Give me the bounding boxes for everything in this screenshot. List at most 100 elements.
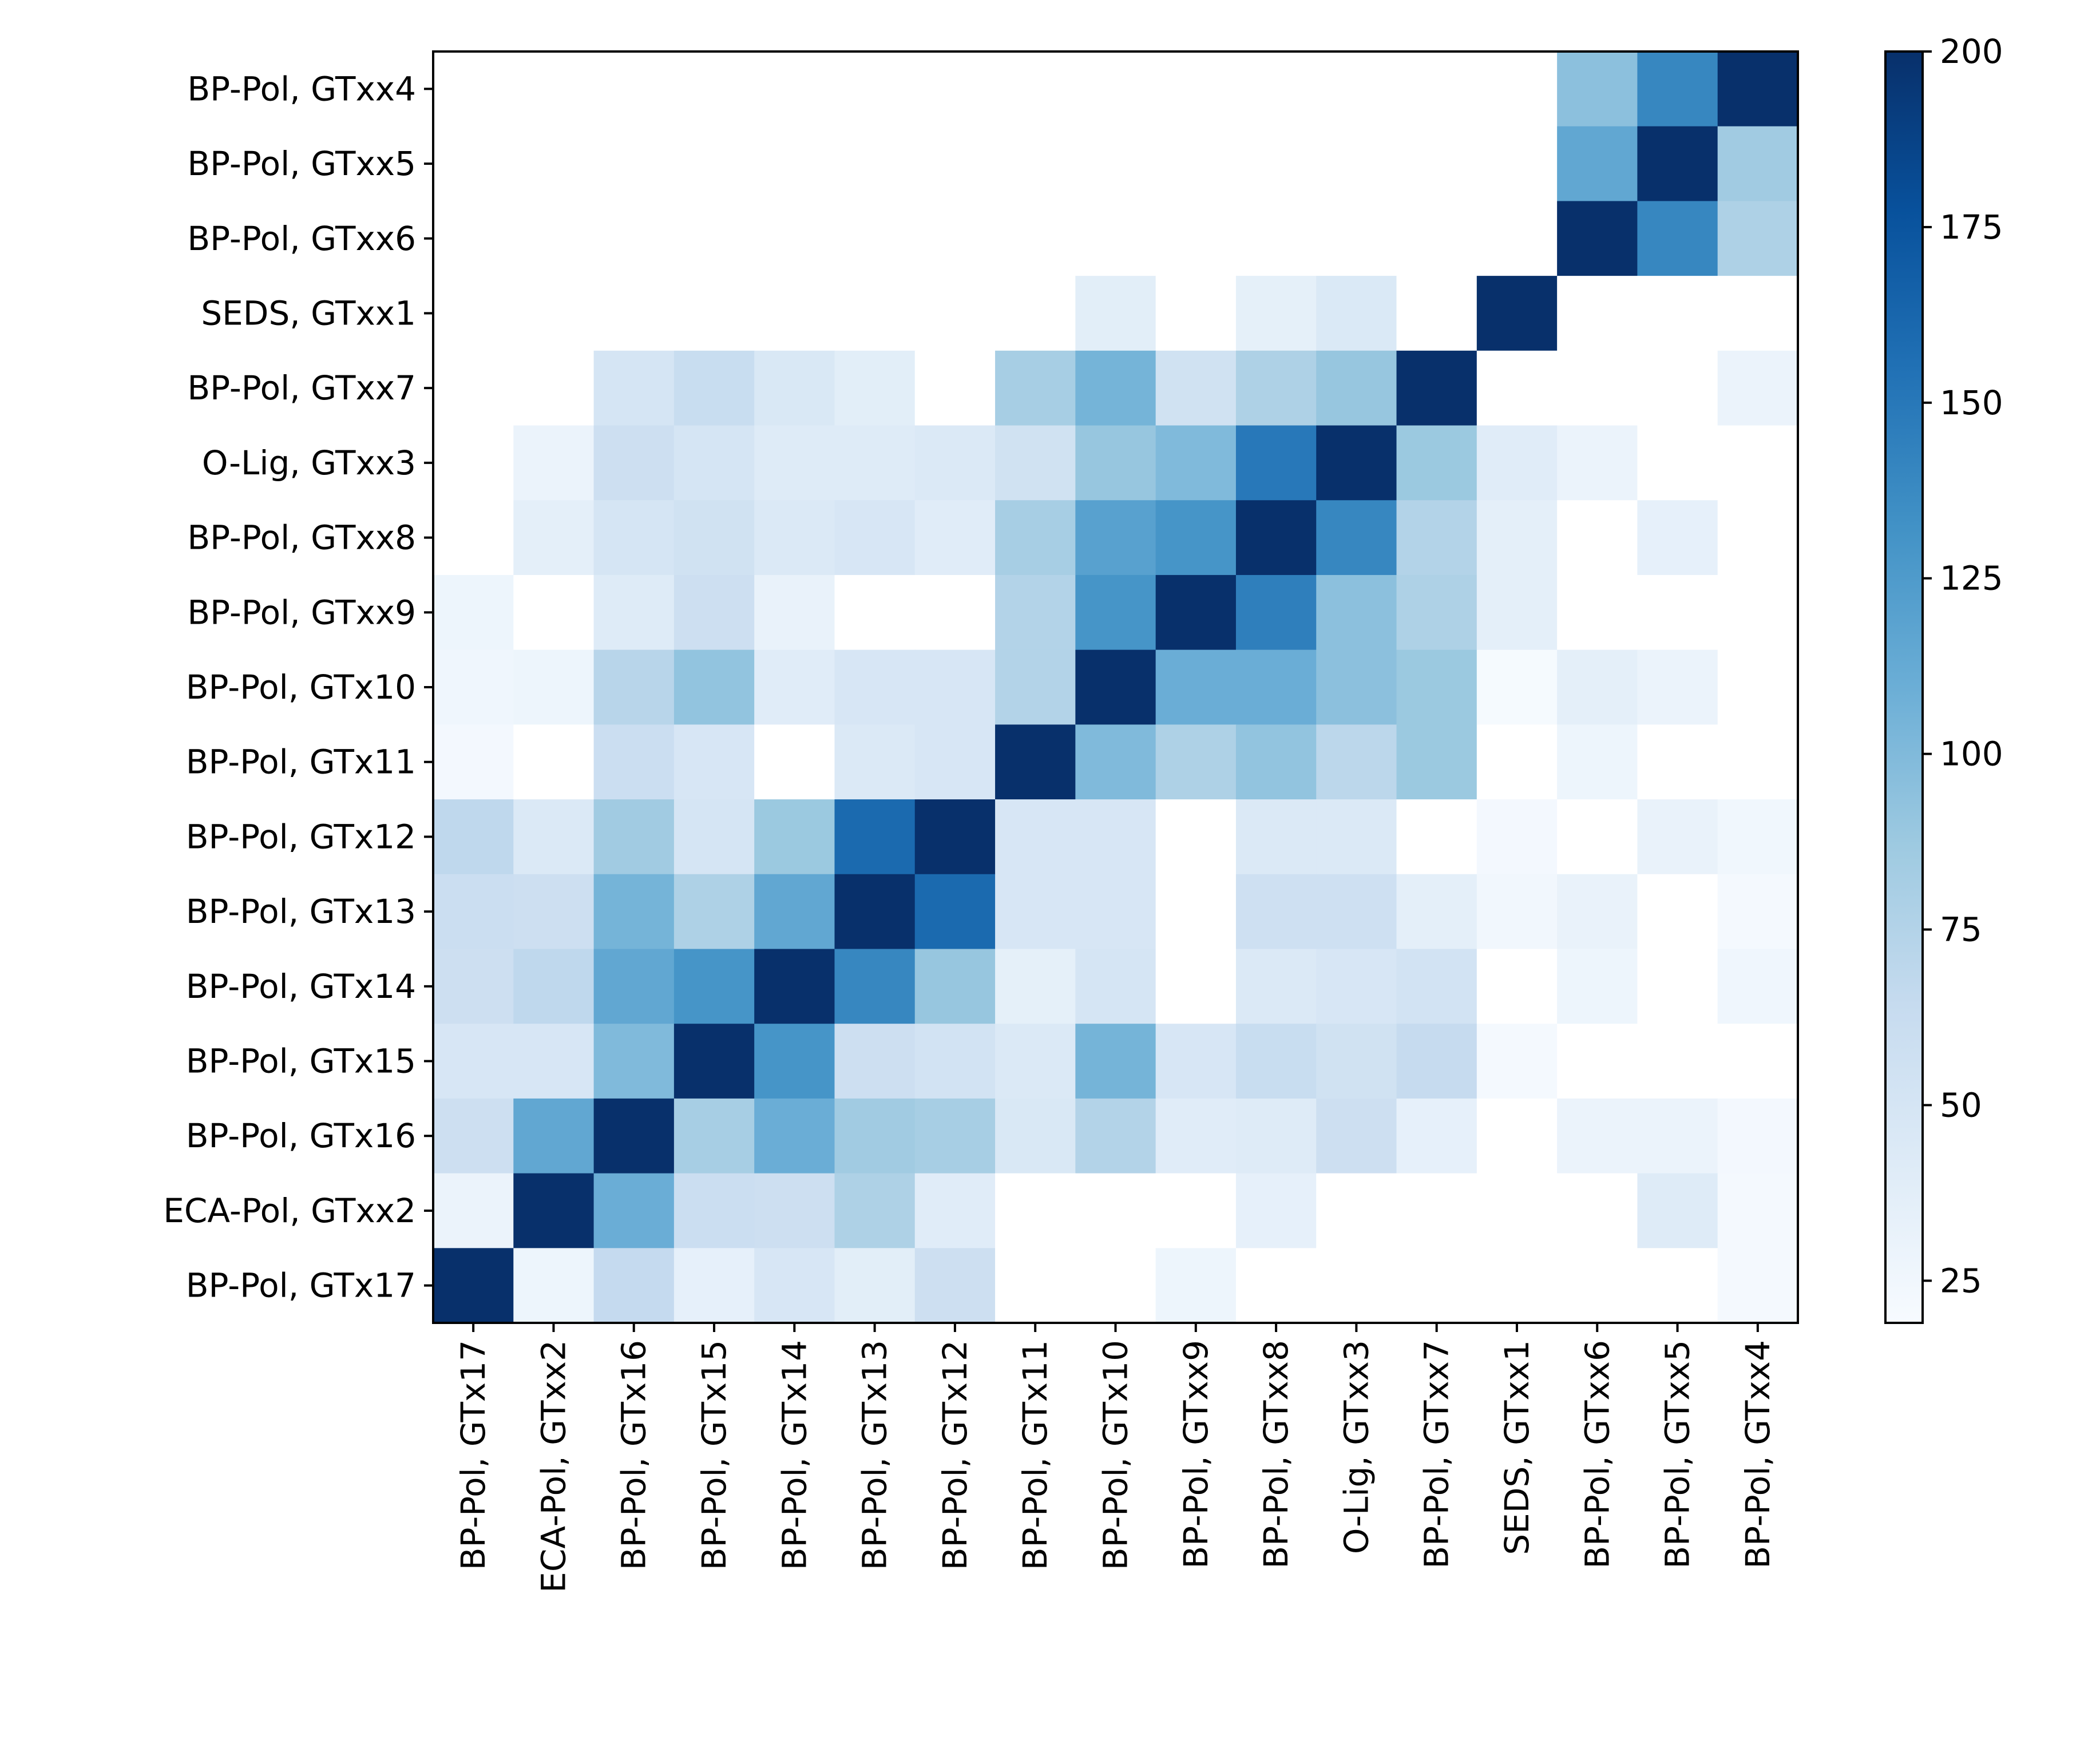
heatmap-cell <box>1155 276 1237 351</box>
heatmap-cell <box>1075 1024 1156 1099</box>
heatmap-cell <box>1235 649 1317 725</box>
heatmap-cell <box>1476 574 1558 651</box>
heatmap-cell <box>433 500 514 576</box>
heatmap-cell <box>1235 1173 1317 1248</box>
heatmap-cell <box>673 1248 755 1323</box>
heatmap-cell <box>1316 724 1397 800</box>
heatmap-cell <box>914 724 996 800</box>
heatmap-cell <box>1557 1024 1638 1099</box>
heatmap-cell <box>1316 425 1397 501</box>
heatmap-cell <box>1717 1248 1798 1323</box>
heatmap-cell <box>433 649 514 725</box>
heatmap-cell <box>1075 126 1156 202</box>
heatmap-cell <box>834 51 916 127</box>
heatmap-cell <box>1717 1098 1798 1174</box>
x-tick-label: BP-Pol, GTx17 <box>454 1340 493 1570</box>
heatmap-cell <box>1316 126 1397 202</box>
heatmap-cell <box>593 949 675 1024</box>
colorbar-ticks: 25 50 75 100 125 150 175 200 <box>1923 32 2003 1300</box>
heatmap-cell <box>1155 574 1237 651</box>
heatmap-cell <box>1235 1098 1317 1174</box>
heatmap-cell <box>1155 724 1237 800</box>
heatmap-cell <box>754 799 835 875</box>
heatmap-cell <box>995 201 1076 276</box>
heatmap-cell <box>1637 949 1718 1024</box>
heatmap-cell <box>834 1098 916 1174</box>
heatmap-cell <box>433 1098 514 1174</box>
heatmap-cell <box>914 1098 996 1174</box>
heatmap-cell <box>1476 724 1558 800</box>
heatmap-cell <box>1235 874 1317 950</box>
heatmap-cell <box>1476 500 1558 576</box>
heatmap-cell <box>1235 500 1317 576</box>
heatmap-cell <box>1476 1098 1558 1174</box>
heatmap-cell <box>673 1173 755 1248</box>
heatmap-cell <box>1557 874 1638 950</box>
heatmap-cell <box>1075 649 1156 725</box>
heatmap-cells <box>433 51 1798 1323</box>
heatmap-cell <box>914 574 996 651</box>
heatmap-cell <box>1316 799 1397 875</box>
heatmap-cell <box>995 724 1076 800</box>
heatmap-cell <box>1396 201 1477 276</box>
colorbar-tick-label: 25 <box>1940 1261 1982 1300</box>
heatmap-cell <box>1155 1173 1237 1248</box>
heatmap-cell <box>1717 1173 1798 1248</box>
heatmap-cell <box>513 874 595 950</box>
heatmap-cell <box>754 1098 835 1174</box>
heatmap-cell <box>914 51 996 127</box>
heatmap-cell <box>1316 574 1397 651</box>
heatmap-cell <box>1316 1024 1397 1099</box>
heatmap-cell <box>834 799 916 875</box>
heatmap-cell <box>673 799 755 875</box>
heatmap-cell <box>1557 500 1638 576</box>
colorbar-tick-label: 100 <box>1940 735 2003 774</box>
y-tick-label: BP-Pol, GTx13 <box>186 892 416 931</box>
heatmap-cell <box>1155 649 1237 725</box>
x-tick-label: BP-Pol, GTxx7 <box>1417 1340 1456 1569</box>
heatmap-cell <box>1316 1173 1397 1248</box>
x-tick-label: BP-Pol, GTxx8 <box>1257 1340 1295 1569</box>
heatmap-cell <box>593 201 675 276</box>
heatmap-cell <box>1476 1248 1558 1323</box>
heatmap-cell <box>433 874 514 950</box>
heatmap-cell <box>1717 350 1798 426</box>
heatmap-cell <box>673 949 755 1024</box>
heatmap-cell <box>1476 425 1558 501</box>
heatmap-cell <box>754 51 835 127</box>
heatmap-cell <box>834 276 916 351</box>
heatmap-cell <box>914 949 996 1024</box>
heatmap-cell <box>673 649 755 725</box>
heatmap-cell <box>1557 649 1638 725</box>
heatmap-cell <box>593 799 675 875</box>
heatmap-cell <box>513 1248 595 1323</box>
heatmap-cell <box>1235 1248 1317 1323</box>
x-tick-label: BP-Pol, GTx10 <box>1096 1340 1135 1570</box>
heatmap-cell <box>1557 276 1638 351</box>
x-tick-label: ECA-Pol, GTxx2 <box>534 1340 573 1593</box>
heatmap-cell <box>1557 1173 1638 1248</box>
y-tick-label: BP-Pol, GTx12 <box>186 817 416 856</box>
x-tick-label: BP-Pol, GTxx6 <box>1578 1340 1616 1569</box>
heatmap-cell <box>1235 949 1317 1024</box>
x-tick-label: BP-Pol, GTxx9 <box>1176 1340 1215 1569</box>
x-tick-label: BP-Pol, GTx12 <box>936 1340 974 1570</box>
heatmap-cell <box>1155 949 1237 1024</box>
heatmap-cell <box>1476 201 1558 276</box>
heatmap-cell <box>513 724 595 800</box>
heatmap-cell <box>995 649 1076 725</box>
heatmap-cell <box>433 425 514 501</box>
heatmap-cell <box>834 874 916 950</box>
heatmap-cell <box>673 126 755 202</box>
heatmap-cell <box>433 1248 514 1323</box>
heatmap-cell <box>754 500 835 576</box>
heatmap-cell <box>513 1173 595 1248</box>
heatmap-cell <box>433 51 514 127</box>
heatmap-cell <box>1396 126 1477 202</box>
heatmap-cell <box>1557 1248 1638 1323</box>
heatmap-cell <box>834 1173 916 1248</box>
heatmap-cell <box>1316 51 1397 127</box>
heatmap-cell <box>433 201 514 276</box>
heatmap-cell <box>1396 1024 1477 1099</box>
